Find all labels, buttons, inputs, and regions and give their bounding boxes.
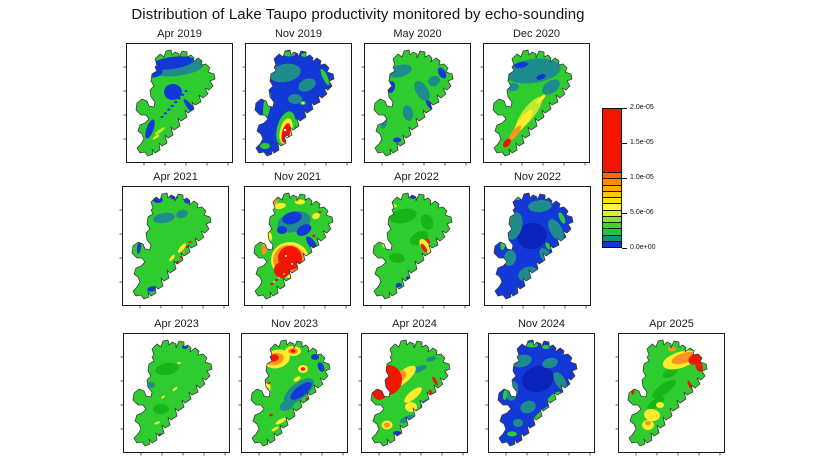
panel-label: Apr 2019 bbox=[157, 28, 202, 40]
panel-label: Apr 2025 bbox=[649, 318, 694, 330]
colorbar bbox=[602, 108, 622, 248]
map-panel-dec-2020: Dec 2020 bbox=[479, 27, 592, 168]
colorbar-top-segment bbox=[603, 109, 621, 172]
colorbar-band bbox=[603, 178, 621, 185]
colorbar-tick bbox=[622, 143, 627, 144]
lake-map bbox=[361, 43, 471, 166]
panel-label: Nov 2024 bbox=[517, 318, 566, 330]
colorbar-tick-label: 0.0e+00 bbox=[630, 244, 656, 251]
colorbar-tick-label: 1.0e-05 bbox=[630, 174, 654, 181]
panel-label: Nov 2019 bbox=[274, 28, 323, 40]
colorbar-band bbox=[603, 234, 621, 241]
lake-map bbox=[242, 43, 352, 166]
lake-map bbox=[119, 186, 229, 309]
panel-label: Apr 2023 bbox=[154, 318, 199, 330]
lake-map bbox=[485, 333, 595, 456]
panel-label: May 2020 bbox=[393, 28, 442, 40]
map-panel-apr-2021: Apr 2021 bbox=[118, 170, 231, 311]
map-panel-apr-2024: Apr 2024 bbox=[357, 317, 470, 458]
colorbar-band bbox=[603, 172, 621, 179]
lake-map bbox=[480, 43, 590, 166]
map-panel-nov-2024: Nov 2024 bbox=[484, 317, 597, 458]
panel-label: Nov 2021 bbox=[273, 171, 322, 183]
colorbar-tick bbox=[622, 213, 627, 214]
figure-title: Distribution of Lake Taupo productivity … bbox=[131, 6, 585, 23]
colorbar-band bbox=[603, 184, 621, 191]
colorbar-tick-label: 1.5e-05 bbox=[630, 139, 654, 146]
map-panel-apr-2025: Apr 2025 bbox=[614, 317, 727, 458]
colorbar-tick-label: 5.0e-06 bbox=[630, 209, 654, 216]
panel-label: Nov 2022 bbox=[513, 171, 562, 183]
lake-map bbox=[123, 43, 233, 166]
lake-map bbox=[360, 186, 470, 309]
lake-map bbox=[241, 186, 351, 309]
colorbar-band bbox=[603, 215, 621, 222]
lake-map bbox=[481, 186, 591, 309]
colorbar-band bbox=[603, 222, 621, 229]
colorbar-tick-label: 2.0e-05 bbox=[630, 104, 654, 111]
colorbar-tick bbox=[622, 248, 627, 249]
colorbar-band bbox=[603, 209, 621, 216]
panel-label: Dec 2020 bbox=[512, 28, 561, 40]
colorbar-tick bbox=[622, 108, 627, 109]
lake-map bbox=[358, 333, 468, 456]
lake-map bbox=[615, 333, 725, 456]
map-panel-may-2020: May 2020 bbox=[360, 27, 473, 168]
panel-label: Nov 2023 bbox=[270, 318, 319, 330]
map-panel-apr-2022: Apr 2022 bbox=[359, 170, 472, 311]
colorbar-band bbox=[603, 240, 621, 247]
panel-label: Apr 2021 bbox=[153, 171, 198, 183]
map-panel-nov-2021: Nov 2021 bbox=[240, 170, 353, 311]
colorbar-band bbox=[603, 190, 621, 197]
colorbar-band bbox=[603, 228, 621, 235]
colorbar-band bbox=[603, 197, 621, 204]
map-panel-nov-2023: Nov 2023 bbox=[237, 317, 350, 458]
panel-label: Apr 2022 bbox=[394, 171, 439, 183]
map-panel-nov-2022: Nov 2022 bbox=[480, 170, 593, 311]
colorbar-band bbox=[603, 203, 621, 210]
map-panel-apr-2023: Apr 2023 bbox=[119, 317, 232, 458]
map-panel-apr-2019: Apr 2019 bbox=[122, 27, 235, 168]
lake-map bbox=[120, 333, 230, 456]
panel-label: Apr 2024 bbox=[392, 318, 437, 330]
colorbar-tick bbox=[622, 178, 627, 179]
lake-map bbox=[238, 333, 348, 456]
map-panel-nov-2019: Nov 2019 bbox=[241, 27, 354, 168]
